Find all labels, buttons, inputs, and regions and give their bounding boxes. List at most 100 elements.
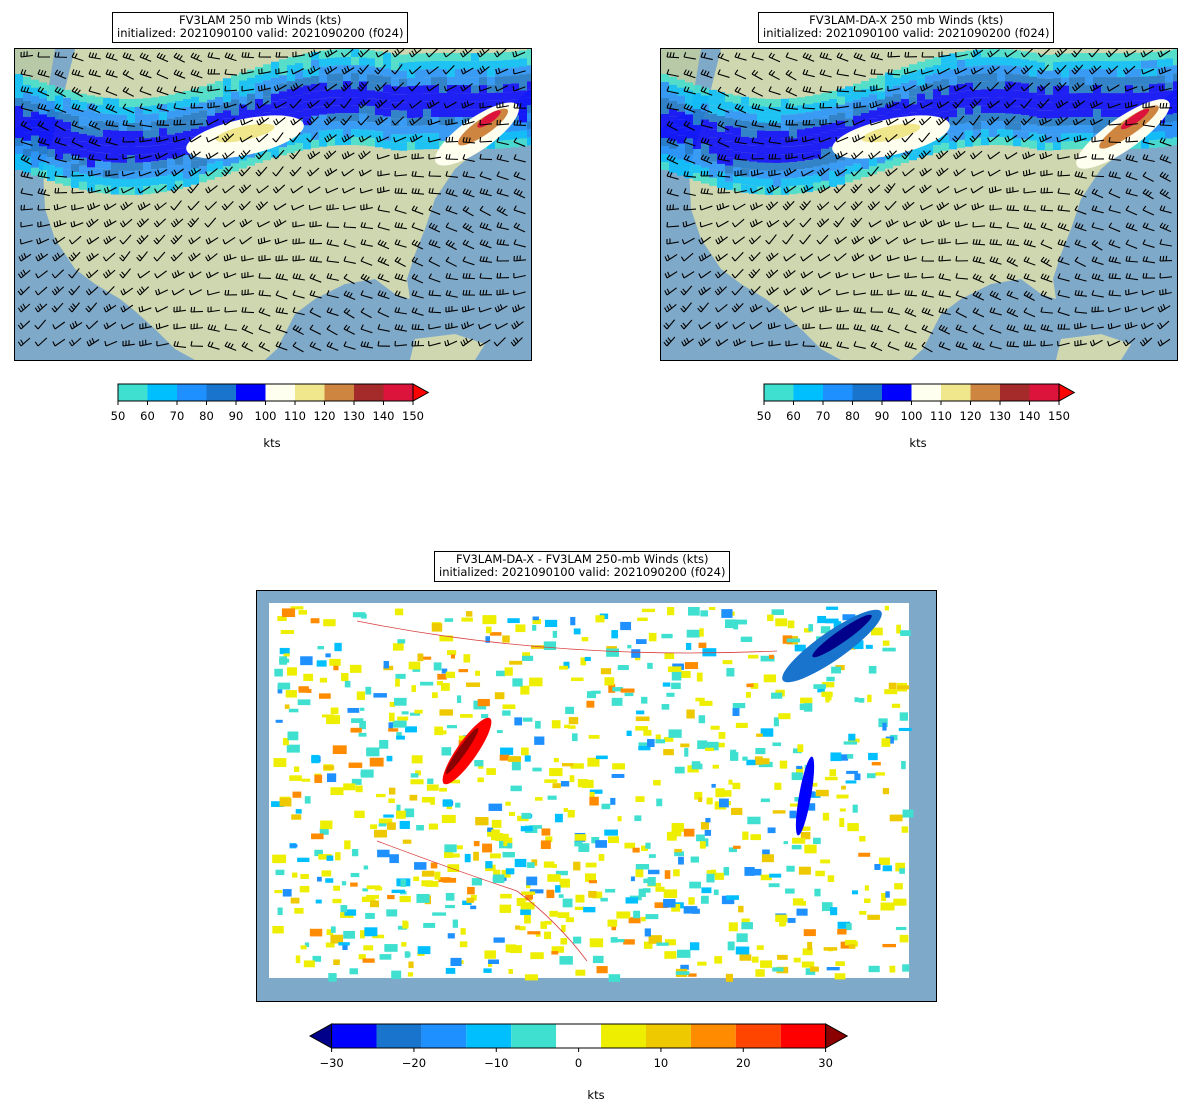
- wind-barb-flag: [227, 342, 231, 348]
- wind-barb: [972, 81, 982, 92]
- wind-barb-flag: [224, 324, 227, 330]
- wind-shade-cell: [71, 131, 79, 140]
- wind-barb-flag: [111, 53, 115, 59]
- wind-barb-flag: [428, 222, 433, 228]
- wind-shade-cell: [463, 85, 471, 94]
- wind-barb-flag: [377, 256, 382, 262]
- wind-barb: [343, 243, 356, 248]
- wind-barb: [20, 240, 33, 245]
- wind-shade-cell: [215, 113, 223, 122]
- wind-barb: [71, 56, 84, 62]
- wind-shade-cell: [1109, 109, 1117, 118]
- wind-shade-cell: [175, 100, 183, 109]
- wind-shade-cell: [669, 108, 677, 117]
- wind-shade-cell: [519, 130, 527, 139]
- wind-barb-flag: [375, 120, 379, 126]
- wind-barb-flag: [698, 256, 702, 262]
- wind-barb-flag: [955, 324, 959, 330]
- wind-barb-flag: [20, 103, 24, 109]
- wind-barb: [1023, 98, 1032, 109]
- wind-barb-flag: [417, 242, 421, 247]
- wind-barb-flag: [445, 136, 448, 143]
- wind-shade-cell: [1053, 54, 1061, 63]
- wind-shade-cell: [39, 162, 47, 171]
- wind-barb-flag: [34, 307, 39, 313]
- wind-shade-cell: [909, 80, 917, 89]
- wind-barb-flag: [1142, 50, 1146, 56]
- wind-barb-flag: [153, 239, 158, 245]
- wind-shade-cell: [741, 152, 749, 161]
- wind-barb: [173, 153, 186, 160]
- wind-barb-flag: [430, 118, 433, 125]
- wind-barb: [513, 86, 526, 92]
- wind-barb-flag: [108, 53, 112, 59]
- wind-shade-cell: [661, 146, 669, 154]
- wind-barb-flag: [1088, 52, 1093, 58]
- wind-shade-cell: [223, 158, 231, 167]
- wind-barb: [1057, 117, 1068, 126]
- wind-shade-cell: [1173, 65, 1177, 74]
- wind-barb: [836, 217, 845, 228]
- wind-barb-flag: [819, 341, 823, 347]
- wind-barb-flag: [751, 120, 755, 126]
- wind-shade-cell: [965, 90, 973, 99]
- wind-barb-flag: [485, 289, 488, 295]
- wind-shade-cell: [877, 91, 885, 100]
- wind-barb-flag: [856, 307, 859, 313]
- wind-barb: [836, 73, 849, 77]
- wind-shade-cell: [1005, 97, 1013, 106]
- wind-barb-flag: [1055, 103, 1059, 109]
- wind-barb-flag: [261, 290, 264, 296]
- wind-barb-flag: [242, 118, 246, 124]
- wind-shade-cell: [1069, 93, 1077, 102]
- wind-barb-flag: [478, 85, 481, 92]
- wind-shade-cell: [813, 126, 821, 135]
- wind-barb-flag: [278, 325, 282, 331]
- wind-barb-flag: [1128, 172, 1132, 178]
- wind-shade-cell: [805, 128, 813, 137]
- wind-barb-flag: [901, 154, 906, 160]
- wind-barb-flag: [51, 307, 56, 313]
- wind-barb-flag: [1057, 323, 1060, 330]
- wind-barb: [411, 209, 424, 215]
- wind-barb-flag: [37, 120, 42, 126]
- wind-barb: [20, 124, 33, 131]
- wind-barb-flag: [680, 256, 685, 262]
- wind-barb-flag: [1009, 239, 1012, 245]
- wind-barb-flag: [1008, 82, 1012, 88]
- wind-shade-cell: [709, 177, 717, 186]
- wind-barb: [292, 311, 305, 316]
- wind-shade-cell: [1061, 141, 1069, 150]
- wind-barb-flag: [668, 303, 673, 309]
- wind-shade-cell: [725, 173, 733, 182]
- wind-barb-flag: [519, 103, 522, 109]
- wind-barb: [258, 133, 269, 143]
- wind-shade-cell: [917, 61, 925, 70]
- wind-barb-flag: [1162, 155, 1166, 161]
- wind-barb-flag: [291, 69, 294, 75]
- wind-barb-flag: [391, 103, 396, 109]
- wind-barb-flag: [921, 169, 925, 175]
- wind-barb-flag: [822, 184, 826, 190]
- wind-barb-flag: [86, 239, 90, 245]
- wind-barb-flag: [876, 53, 880, 59]
- wind-barb-flag: [1023, 290, 1028, 296]
- wind-barb-flag: [479, 188, 483, 194]
- wind-barb: [292, 132, 301, 143]
- wind-barb-flag: [836, 169, 840, 175]
- wind-shade-cell: [127, 130, 135, 139]
- wind-barb-flag: [223, 272, 226, 279]
- wind-barb-flag: [885, 171, 889, 177]
- wind-barb-flag: [377, 222, 381, 228]
- wind-barb: [479, 158, 493, 161]
- wind-barb-flag: [856, 324, 860, 330]
- wind-shade-cell: [1149, 76, 1157, 85]
- wind-barb: [54, 107, 67, 114]
- wind-barb-flag: [119, 257, 124, 262]
- wind-shade-cell: [685, 90, 693, 99]
- wind-shade-cell: [439, 116, 447, 125]
- wind-barb-flag: [1114, 273, 1117, 279]
- wind-barb-flag: [1130, 322, 1133, 328]
- wind-shade-cell: [247, 77, 255, 86]
- wind-barb-flag: [768, 254, 772, 260]
